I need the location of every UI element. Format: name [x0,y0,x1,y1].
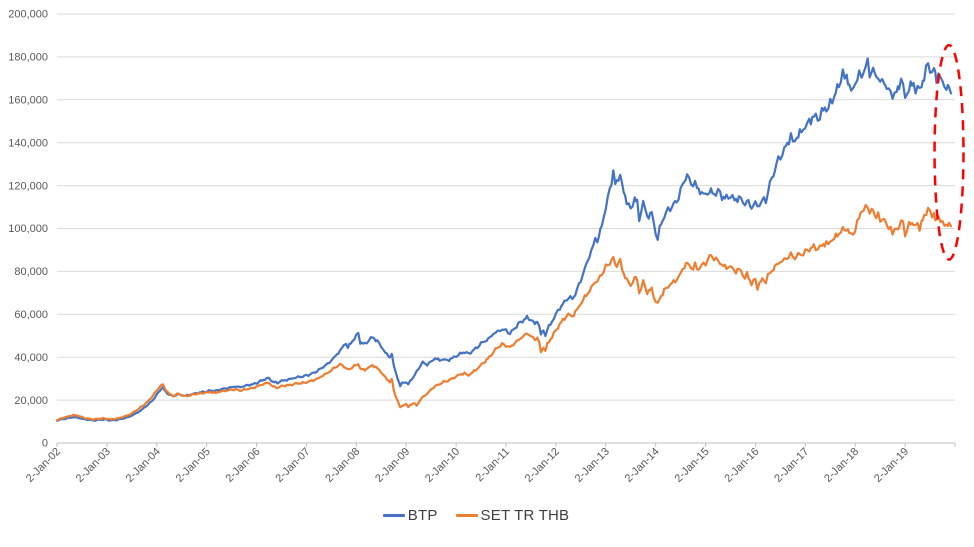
x-axis-tick-label: 2-Jan-08 [323,446,362,485]
x-axis-tick-label: 2-Jan-16 [722,446,761,485]
y-axis-tick-label: 200,000 [8,9,48,21]
y-axis-tick-label: 40,000 [14,352,48,364]
y-axis-tick-label: 80,000 [14,266,48,278]
series-line-btp [55,57,953,422]
x-axis-tick-label: 2-Jan-15 [672,446,711,485]
x-axis-tick-label: 2-Jan-14 [623,446,662,485]
legend-line-swatch-btp [382,514,405,517]
legend-label-btp: BTP [407,507,438,524]
y-axis-tick-label: 140,000 [8,137,48,149]
x-axis-tick-label: 2-Jan-05 [174,446,213,485]
x-axis-tick-label: 2-Jan-17 [772,446,811,485]
x-axis-tick-label: 2-Jan-12 [523,446,562,485]
y-axis-tick-label: 120,000 [8,180,48,192]
highlight-ellipse-annotation [933,43,965,261]
y-axis-tick-label: 60,000 [14,309,48,321]
x-axis-tick-label: 2-Jan-07 [273,446,312,485]
x-axis-tick-label: 2-Jan-19 [872,446,911,485]
chart-legend: BTP SET TR THB [0,507,952,524]
y-axis-tick-label: 180,000 [8,52,48,64]
legend-line-swatch-set-tr-thb [455,514,478,517]
y-axis-tick-label: 160,000 [8,95,48,107]
x-axis-tick-label: 2-Jan-06 [223,446,262,485]
x-axis-tick-label: 2-Jan-18 [822,446,861,485]
x-axis-tick-label: 2-Jan-10 [423,446,462,485]
x-axis-tick-label: 2-Jan-13 [573,446,612,485]
legend-item-btp: BTP [382,507,438,524]
x-axis-tick-label: 2-Jan-03 [74,446,113,485]
y-axis-tick-label: 100,000 [8,223,48,235]
series-line-set-tr-thb [55,203,953,422]
y-axis-tick-label: 0 [42,438,48,450]
legend-label-set-tr-thb: SET TR THB [480,507,570,524]
x-axis-tick-label: 2-Jan-11 [474,446,513,485]
x-axis-tick-label: 2-Jan-04 [124,446,163,485]
x-axis-tick-label: 2-Jan-02 [24,446,63,485]
x-axis-tick-label: 2-Jan-09 [373,446,412,485]
y-axis-tick-label: 20,000 [14,395,48,407]
legend-item-set-tr-thb: SET TR THB [455,507,570,524]
